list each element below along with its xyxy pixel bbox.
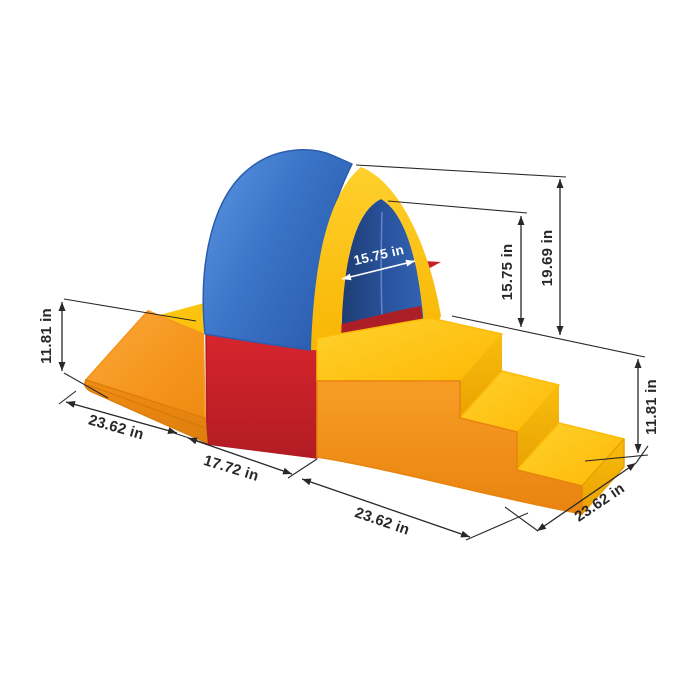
extension-tick-depth-back: [635, 445, 649, 464]
dim-label-tunnel-height: 19.69 in: [539, 230, 556, 287]
tunnel-ring-face: [311, 167, 441, 351]
extension-line-left-bottom: [63, 372, 109, 399]
stairs-riser1: [460, 334, 502, 418]
dim-label-left-height: 11.81 in: [38, 308, 55, 364]
stairs-riser2: [517, 385, 559, 470]
extension-line-right-bottom: [584, 454, 649, 462]
dim-line-opening-width: [341, 259, 416, 281]
extension-line-top-datum: [451, 315, 646, 358]
extension-tick-block-right: [287, 458, 318, 479]
extension-line-left-top: [63, 298, 197, 322]
extension-tick-ramp-left: [58, 390, 77, 405]
tunnel-inner-wall-seam: [380, 211, 383, 316]
dim-label-right-height: 11.81 in: [643, 379, 660, 435]
dim-label-block-width: 17.72 in: [202, 452, 261, 485]
extension-tick-depth-front: [504, 506, 539, 532]
extension-line-opening-top: [387, 200, 528, 214]
dim-line-ramp-length: [65, 401, 178, 434]
dim-label-opening-height: 15.75 in: [499, 244, 516, 301]
dim-line-stairs-length: [301, 478, 471, 538]
extension-line-arch-top: [355, 164, 567, 178]
dim-line-depth: [536, 462, 637, 532]
extension-tick-stairs-right: [465, 512, 529, 541]
dim-line-block-width: [187, 437, 293, 475]
dim-label-stairs-length: 23.62 in: [353, 504, 412, 539]
